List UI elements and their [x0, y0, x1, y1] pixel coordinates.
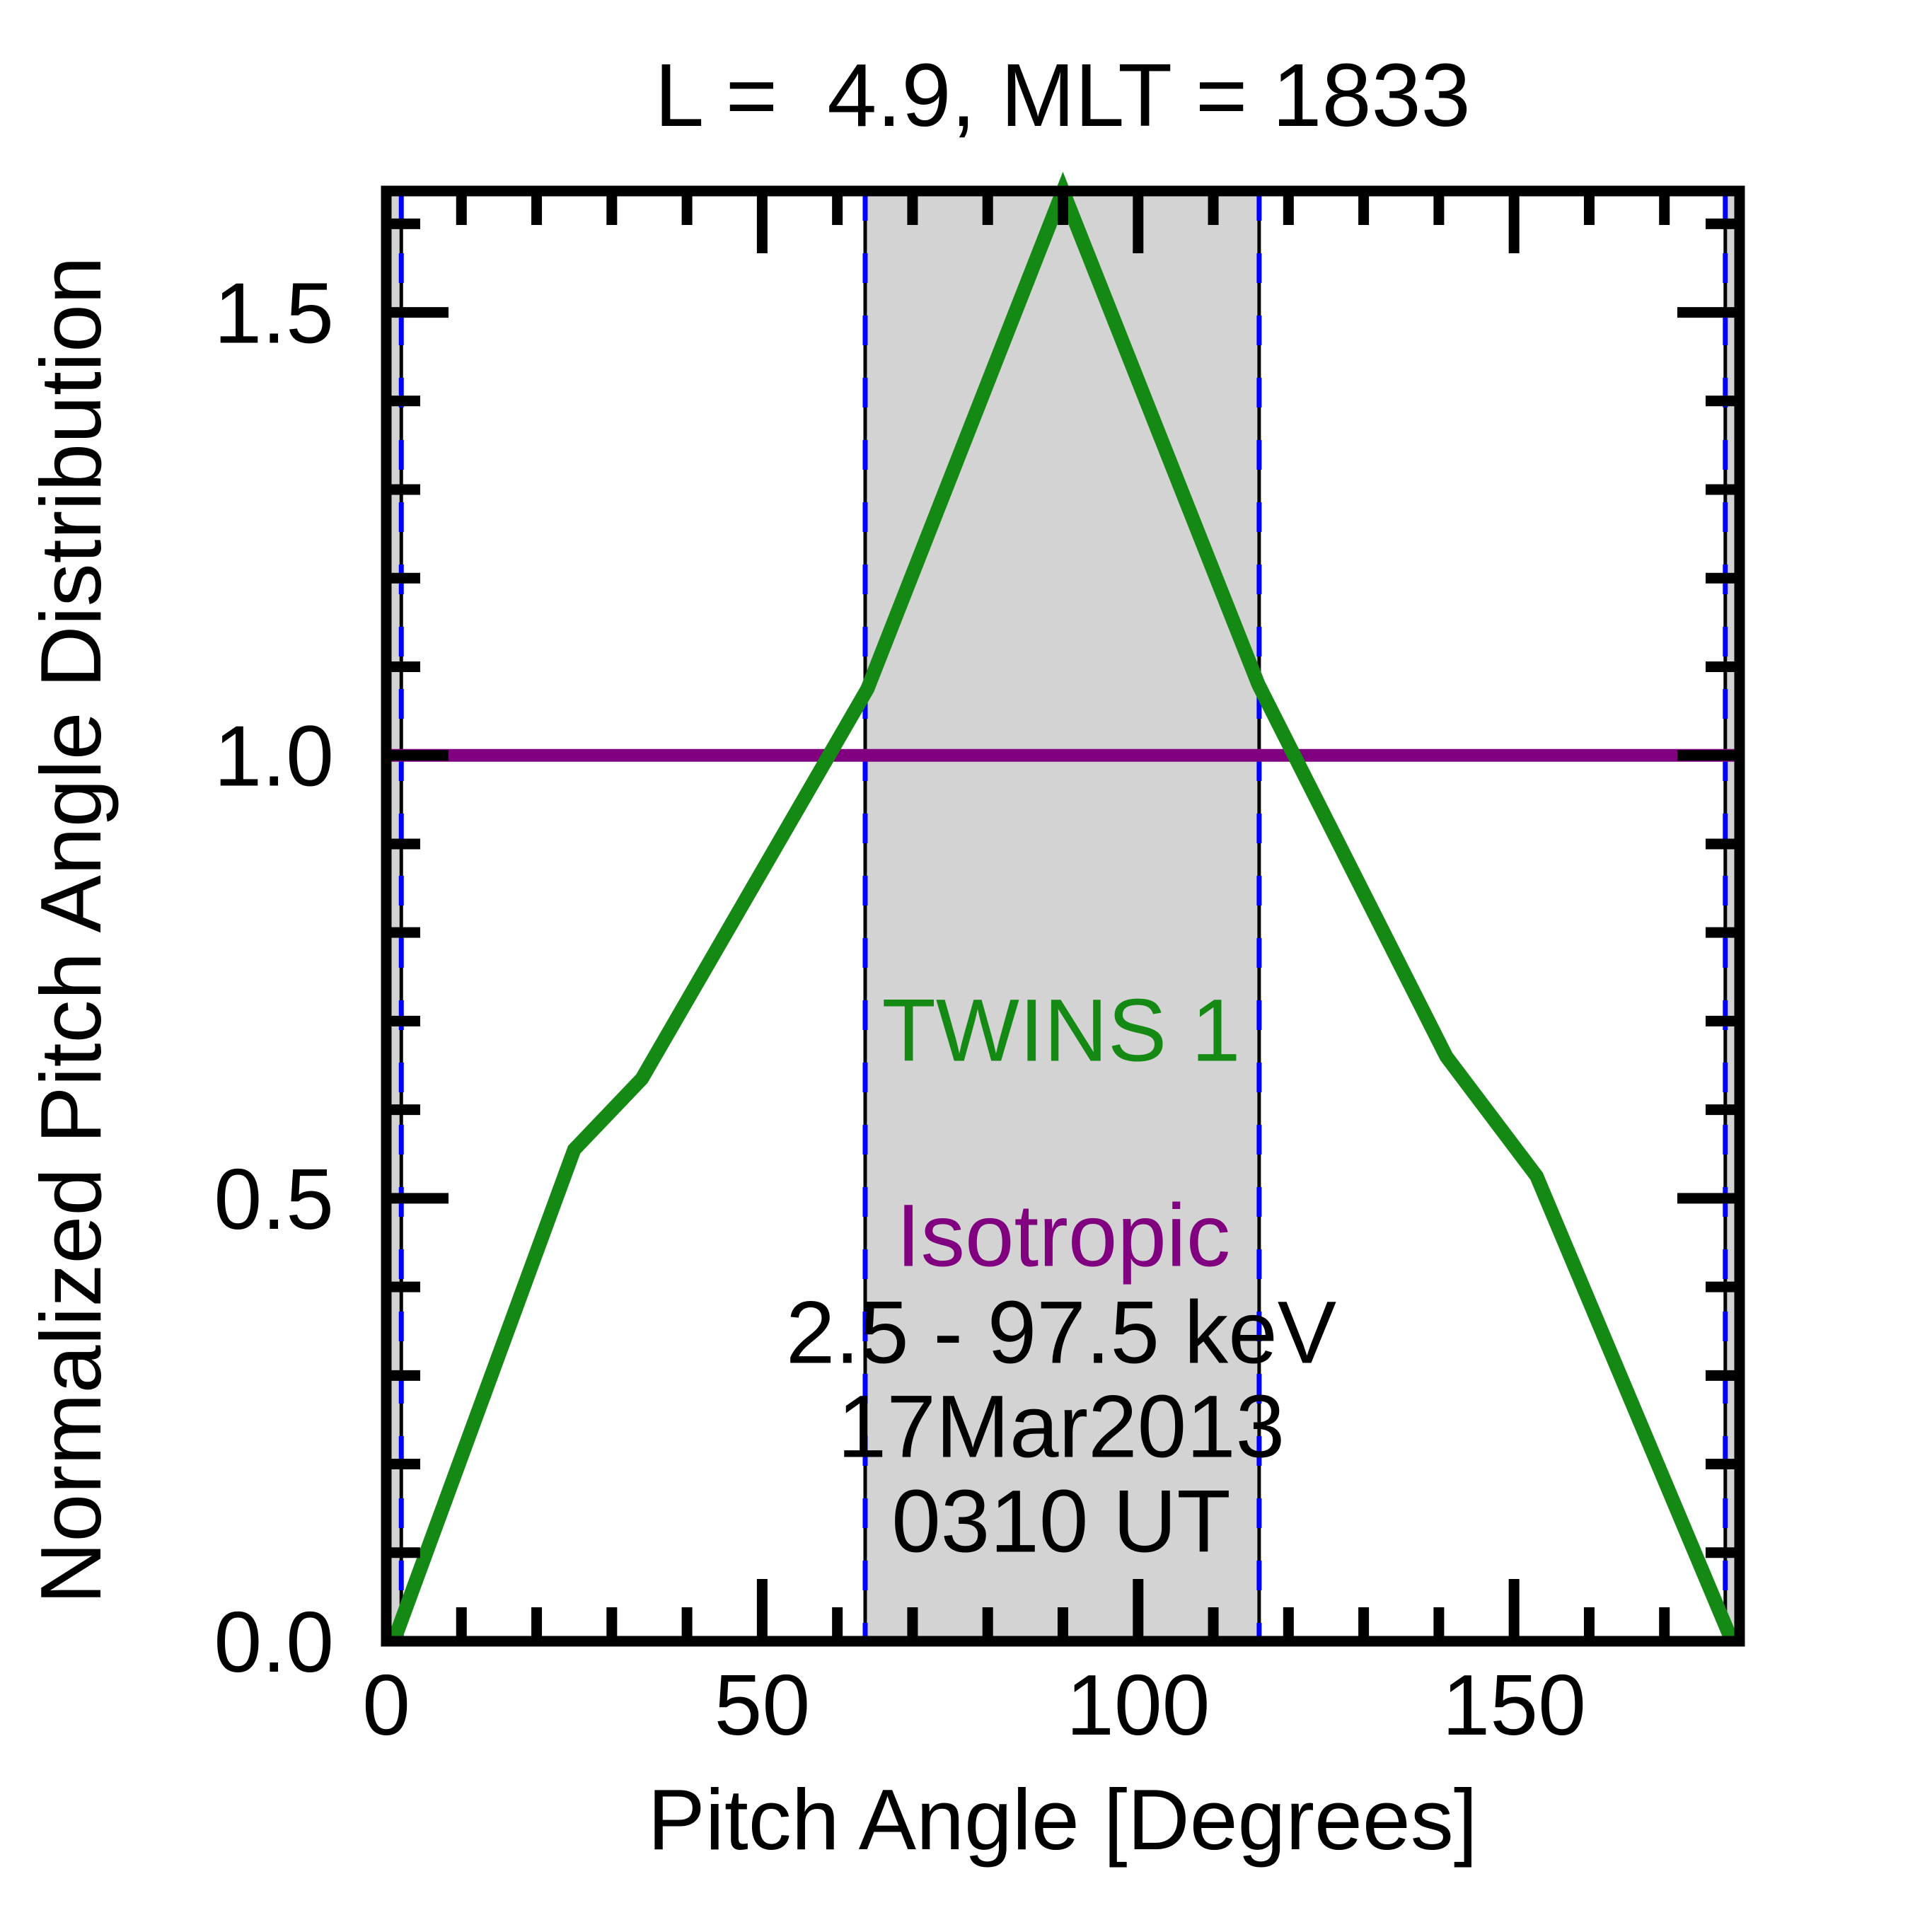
plot-title: L = 4.9, MLT = 1833	[654, 45, 1471, 145]
x-tick-label: 0	[362, 1657, 410, 1753]
x-tick-label: 100	[1066, 1657, 1210, 1753]
y-tick-label: 0.5	[214, 1151, 334, 1247]
x-tick-label: 50	[715, 1657, 811, 1753]
y-tick-label: 1.5	[214, 265, 334, 361]
y-tick-label: 1.0	[214, 708, 334, 804]
shaded-region	[864, 191, 1259, 1641]
legend-isotropic-label: Isotropic	[896, 1186, 1231, 1285]
y-axis-label: Normalized Pitch Angle Distribution	[23, 256, 119, 1604]
energy-range-label: 2.5 - 97.5 keV	[785, 1283, 1337, 1382]
x-tick-label: 150	[1442, 1657, 1586, 1753]
plot-frame	[381, 185, 1745, 1647]
x-axis-label: Pitch Angle [Degrees]	[647, 1771, 1478, 1868]
y-tick-label: 0.0	[214, 1594, 334, 1690]
time-label: 0310 UT	[891, 1472, 1231, 1571]
date-label: 17Mar2013	[837, 1377, 1285, 1476]
legend-twins1-label: TWINS 1	[881, 981, 1241, 1080]
